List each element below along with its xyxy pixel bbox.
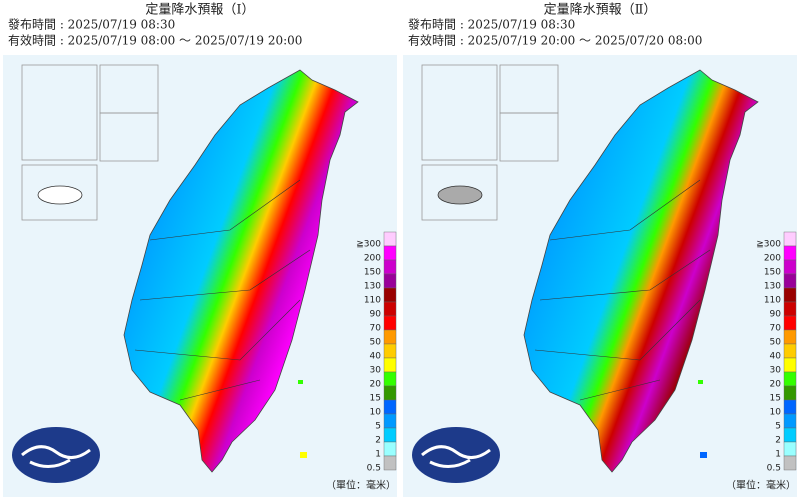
legend-label: 110 [364, 296, 381, 306]
valid-time: 有效時間 : 2025/07/19 20:00 ～ 2025/07/20 08:… [408, 33, 702, 48]
unit-label: （單位：毫米） [726, 479, 796, 492]
legend-swatch [783, 231, 797, 247]
legend-swatch [783, 371, 797, 387]
legend-label: 1 [375, 450, 381, 460]
legend-swatch [383, 343, 397, 359]
small-island [298, 380, 303, 384]
legend-swatch [383, 385, 397, 401]
legend-label: 10 [770, 408, 782, 418]
legend-swatch [383, 301, 397, 317]
legend-label: 50 [370, 338, 382, 348]
legend-label: 2 [375, 436, 381, 446]
legend-label: 200 [364, 254, 381, 264]
legend-swatch [783, 427, 797, 443]
logo-swirl [421, 445, 491, 468]
logo [12, 427, 100, 483]
legend-label: 2 [775, 436, 781, 446]
legend-swatch [783, 273, 797, 289]
legend-swatch [783, 385, 797, 401]
issued-time: 發布時間 : 2025/07/19 08:30 [408, 17, 575, 32]
legend-swatch [383, 427, 397, 443]
small-island [700, 452, 707, 458]
legend-swatch [783, 259, 797, 275]
island-inset [421, 164, 498, 221]
legend-label: 10 [370, 408, 382, 418]
county-lines [534, 179, 711, 401]
legend-swatch [383, 399, 397, 415]
legend-label: 110 [764, 296, 781, 306]
panel-title: 定量降水預報（Ⅱ） [544, 3, 657, 18]
legend-label: 50 [770, 338, 782, 348]
island-inset [421, 64, 498, 161]
legend-label: ≧300 [756, 240, 781, 250]
legend-label: 70 [370, 324, 382, 334]
legend-swatch [783, 329, 797, 345]
legend-swatch [383, 413, 397, 429]
legend-swatch [783, 287, 797, 303]
legend-label: 20 [770, 380, 782, 390]
legend-label: 30 [370, 366, 382, 376]
legend-label: 90 [370, 310, 382, 320]
legend-label: 150 [364, 268, 381, 278]
legend-swatch [783, 343, 797, 359]
legend-label: 20 [370, 380, 382, 390]
legend-label: 200 [764, 254, 781, 264]
island [37, 185, 83, 205]
logo-swirl [21, 445, 91, 468]
legend-label: 0.5 [367, 464, 381, 474]
legend-label: 40 [770, 352, 782, 362]
legend-label: 15 [770, 394, 781, 404]
logo [412, 427, 500, 483]
legend-label: 15 [370, 394, 381, 404]
legend-swatch [783, 455, 797, 471]
valid-time: 有效時間 : 2025/07/19 08:00 ～ 2025/07/19 20:… [8, 33, 302, 48]
issued-time: 發布時間 : 2025/07/19 08:30 [8, 17, 175, 32]
legend-swatch [383, 357, 397, 373]
island-inset [21, 164, 98, 221]
legend-swatch [383, 231, 397, 247]
legend-label: 5 [375, 422, 381, 432]
legend-swatch [383, 315, 397, 331]
legend-label: 40 [370, 352, 382, 362]
legend-label: 130 [364, 282, 381, 292]
legend-swatch [783, 441, 797, 457]
legend-label: ≧300 [356, 240, 381, 250]
legend-swatch [783, 357, 797, 373]
legend-swatch [383, 329, 397, 345]
legend-swatch [383, 371, 397, 387]
legend-label: 5 [775, 422, 781, 432]
legend-label: 1 [775, 450, 781, 460]
legend-swatch [383, 273, 397, 289]
unit-label: （單位：毫米） [326, 479, 396, 492]
legend-swatch [383, 455, 397, 471]
island-inset [21, 64, 98, 161]
legend-swatch [383, 441, 397, 457]
legend-swatch [783, 245, 797, 261]
legend-swatch [783, 399, 797, 415]
small-island [300, 452, 307, 458]
legend-label: 0.5 [767, 464, 781, 474]
legend-label: 130 [764, 282, 781, 292]
panel-title: 定量降水預報（Ⅰ） [145, 3, 254, 18]
legend-swatch [783, 301, 797, 317]
legend-label: 30 [770, 366, 782, 376]
island-inset [499, 112, 559, 162]
small-island [698, 380, 703, 384]
legend-label: 150 [764, 268, 781, 278]
island [437, 185, 483, 205]
legend-swatch [383, 245, 397, 261]
legend-swatch [383, 259, 397, 275]
island-inset [99, 112, 159, 162]
county-lines [134, 179, 311, 401]
legend-label: 70 [770, 324, 782, 334]
legend-swatch [783, 315, 797, 331]
legend-swatch [383, 287, 397, 303]
legend-swatch [783, 413, 797, 429]
legend-label: 90 [770, 310, 782, 320]
